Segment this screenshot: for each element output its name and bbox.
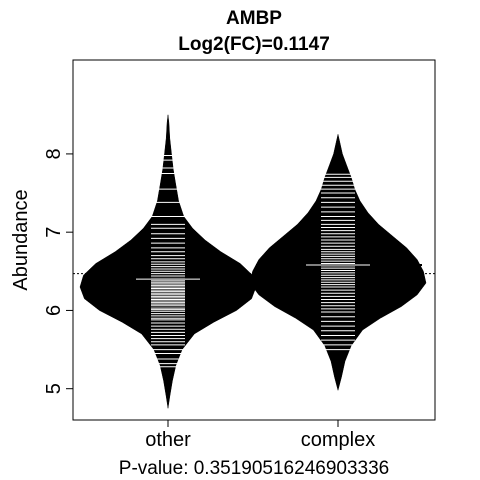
x-tick-label: complex xyxy=(301,429,375,451)
plot-frame xyxy=(72,59,436,421)
x-axis: other complex xyxy=(145,420,375,451)
y-tick-label: 5 xyxy=(43,383,65,394)
bean-other xyxy=(79,114,257,409)
y-axis: 5 6 7 8 xyxy=(43,148,73,394)
x-axis-label: P-value: 0.35190516246903336 xyxy=(119,458,389,479)
y-tick-label: 8 xyxy=(43,148,65,159)
chart-title: AMBP xyxy=(226,8,282,29)
y-axis-label: Abundance xyxy=(10,189,32,290)
y-tick-label: 6 xyxy=(43,305,65,316)
chart-subtitle: Log2(FC)=0.1147 xyxy=(178,34,330,55)
plot-area xyxy=(73,114,435,409)
x-tick-label: other xyxy=(145,429,191,451)
y-tick-label: 7 xyxy=(43,227,65,238)
density-shape-complex xyxy=(249,134,427,392)
bean-complex xyxy=(249,134,427,392)
